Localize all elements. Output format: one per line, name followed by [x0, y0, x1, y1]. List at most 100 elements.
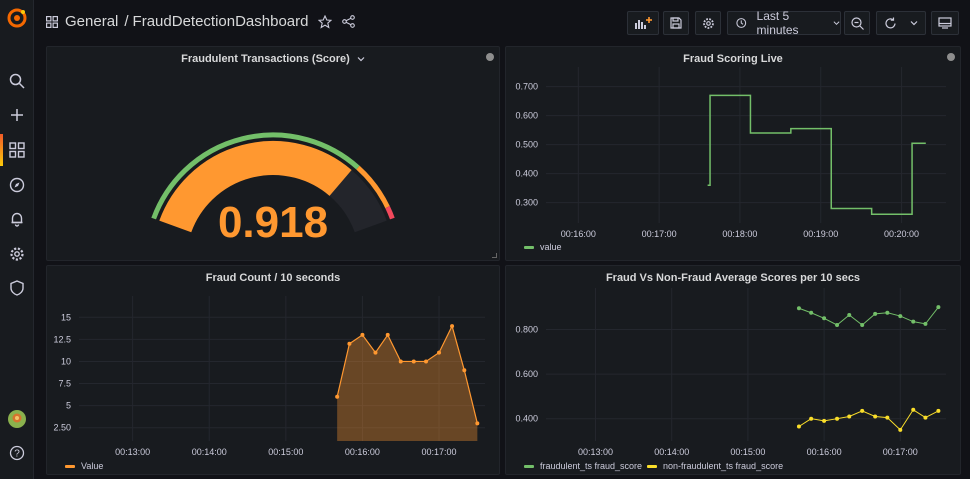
alerting-bell-icon[interactable] [7, 209, 27, 229]
dashboards-icon[interactable] [7, 140, 27, 160]
chevron-down-icon [357, 57, 365, 62]
threshold-arc [151, 132, 360, 220]
data-point [847, 312, 852, 317]
explore-compass-icon[interactable] [7, 175, 27, 195]
panel-title[interactable]: Fraudulent Transactions (Score) [47, 53, 499, 65]
panel-title[interactable]: Fraud Scoring Live [683, 53, 783, 65]
x-tick-label: 00:16:00 [561, 229, 596, 239]
x-tick-label: 00:16:00 [345, 447, 380, 457]
data-point [898, 314, 903, 319]
save-dashboard-button[interactable] [663, 11, 689, 35]
plus-icon[interactable] [7, 105, 27, 125]
add-panel-button[interactable] [627, 11, 659, 35]
legend-label: Value [81, 461, 104, 471]
active-indicator [0, 134, 3, 166]
gauge-value-arc [159, 141, 352, 233]
monitor-icon [938, 17, 952, 29]
live-score-panel: Fraud Scoring Live 0.700 0.600 0.500 0.400 0… [505, 46, 961, 261]
dashboard-title[interactable]: FraudDetectionDashboard [132, 13, 309, 30]
data-point [885, 310, 890, 315]
data-point [385, 332, 390, 337]
share-icon[interactable] [342, 15, 356, 28]
data-point [796, 424, 801, 429]
data-point [796, 306, 801, 311]
data-point [873, 311, 878, 316]
fraud-vs-nonfraud-panel: Fraud Vs Non-Fraud Average Scores per 10… [505, 265, 961, 475]
legend-item[interactable]: non-fraudulent_ts fraud_score [647, 461, 783, 471]
star-icon[interactable] [318, 14, 333, 29]
avatar[interactable] [7, 409, 27, 429]
legend-label: non-fraudulent_ts fraud_score [663, 461, 784, 471]
help-icon[interactable]: ? [7, 443, 27, 463]
legend-item[interactable]: Value [65, 461, 103, 471]
data-point [809, 416, 814, 421]
resize-handle[interactable] [492, 253, 497, 258]
refresh-button[interactable] [876, 11, 926, 35]
data-point [860, 323, 865, 327]
series-line-1 [798, 409, 939, 431]
data-point [936, 305, 941, 310]
legend-item[interactable]: value [524, 242, 562, 252]
dashboard-settings-button[interactable] [695, 11, 721, 35]
sidebar: ? [0, 0, 34, 479]
legend-item[interactable]: fraudulent_ts fraud_score [524, 461, 642, 471]
data-point [835, 323, 840, 327]
x-tick-label: 00:19:00 [803, 229, 838, 239]
legend-swatch [524, 245, 534, 249]
x-tick-label: 00:15:00 [730, 447, 765, 457]
dashboard-grid-icon [46, 15, 58, 28]
data-point [898, 427, 903, 432]
x-tick-label: 00:20:00 [884, 229, 919, 239]
search-icon[interactable] [7, 71, 27, 91]
fraud-vs-nonfraud-chart: 0.800 0.600 0.400 00:13:00 00:14:00 00:15:00 0… [515, 288, 946, 457]
panel-status-dot [486, 53, 494, 61]
panel-status-dot [947, 53, 955, 61]
gauge-panel: Fraudulent Transactions (Score) 0.918 [46, 46, 500, 261]
data-point [398, 359, 403, 364]
data-point [847, 414, 852, 419]
zoom-out-button[interactable] [844, 11, 870, 35]
data-point [450, 324, 455, 329]
save-icon [670, 17, 682, 29]
x-tick-label: 00:14:00 [192, 447, 227, 457]
panel-title[interactable]: Fraud Count / 10 seconds [205, 272, 341, 284]
series-area-value [337, 326, 478, 441]
tv-mode-button[interactable] [931, 11, 959, 35]
panel-title[interactable]: Fraud Vs Non-Fraud Average Scores per 10… [605, 272, 861, 284]
chevron-down-icon [833, 21, 840, 26]
gear-icon [702, 17, 714, 29]
y-tick-label: 0.600 [515, 369, 538, 379]
data-point [923, 321, 928, 326]
gauge-value: 0.918 [218, 198, 328, 247]
x-tick-label: 00:17:00 [422, 447, 457, 457]
fraud-count-panel: Fraud Count / 10 seconds 15 12.5 10 7.5 5 2.5… [46, 265, 500, 475]
y-tick-label: 0.300 [515, 198, 538, 208]
data-point [411, 359, 416, 364]
y-tick-label: 7.5 [58, 379, 71, 389]
fraud-count-chart: 15 12.5 10 7.5 5 2.50 00:13:00 00:14:00 00:15:00… [53, 296, 485, 457]
y-tick-label: 10 [61, 356, 71, 366]
series-line-value [707, 94, 926, 216]
data-point [347, 341, 352, 346]
y-tick-label: 0.400 [515, 169, 538, 179]
y-tick-label: 0.800 [515, 324, 538, 334]
legend-label: value [540, 242, 562, 252]
shield-icon[interactable] [7, 278, 27, 298]
x-tick-label: 00:14:00 [654, 447, 689, 457]
breadcrumb-folder[interactable]: General [65, 13, 119, 30]
y-tick-label: 0.700 [515, 82, 538, 92]
data-point [835, 416, 840, 421]
gauge-chart: 0.918 [151, 132, 395, 247]
data-point [373, 350, 378, 355]
x-tick-label: 00:17:00 [642, 229, 677, 239]
x-tick-label: 00:17:00 [883, 447, 918, 457]
settings-gear-icon[interactable] [7, 244, 27, 264]
legend-swatch [65, 464, 75, 468]
time-range-picker[interactable]: Last 5 minutes [727, 9, 841, 37]
data-point [462, 368, 467, 373]
grafana-logo-icon[interactable] [7, 8, 27, 28]
data-point [911, 319, 916, 324]
y-tick-label: 2.50 [53, 423, 71, 433]
svg-text:?: ? [14, 449, 20, 460]
x-tick-label: 00:16:00 [807, 447, 842, 457]
